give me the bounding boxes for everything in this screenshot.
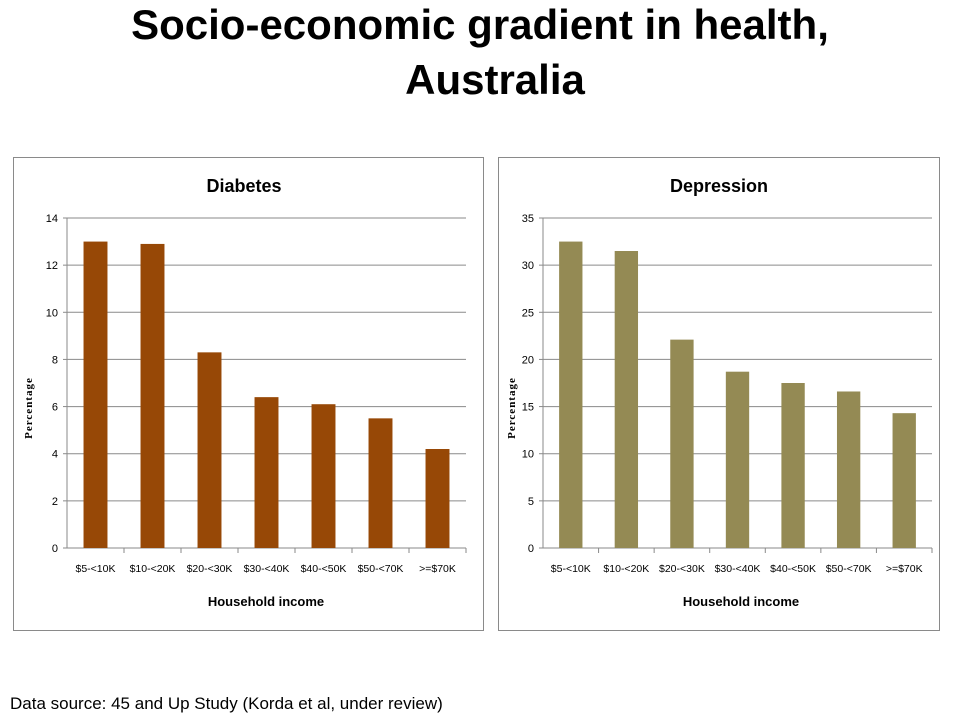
diabetes-bar [311, 404, 336, 548]
diabetes-chart-svg: Diabetes 0 2 4 6 8 10 12 14 $5-<10K $10-<20K $20-<3… [23, 176, 467, 609]
depression-chart: Depression 0 5 10 15 20 25 30 35 $5-<10K $10-<20K $… [498, 157, 940, 631]
depression-y-tick-label: 25 [522, 307, 534, 319]
slide-title: Socio-economic gradient in health, Austr… [0, 0, 960, 110]
depression-y-tick-label: 30 [522, 260, 534, 272]
diabetes-bar [140, 243, 165, 548]
depression-chart-svg: Depression 0 5 10 15 20 25 30 35 $5-<10K $10-<20K $… [506, 176, 933, 609]
depression-x-tick-label: $40-<50K [770, 563, 816, 575]
diabetes-bar [83, 241, 108, 549]
depression-x-tick-label: $50-<70K [826, 563, 872, 575]
diabetes-chart-title: Diabetes [206, 176, 281, 196]
depression-y-tick-label: 35 [522, 213, 534, 225]
depression-chart-title: Depression [670, 176, 768, 196]
depression-y-tick-label: 5 [528, 496, 534, 508]
depression-y-tick-label: 0 [528, 543, 534, 555]
diabetes-y-tick-label: 14 [46, 213, 58, 225]
depression-bar [614, 251, 639, 548]
depression-x-tick-label: $20-<30K [659, 563, 705, 575]
depression-y-axis-label: Percentage [506, 377, 518, 439]
diabetes-x-tick-label: $20-<30K [187, 563, 233, 575]
diabetes-bar [197, 352, 222, 548]
diabetes-y-tick-label: 4 [52, 449, 58, 461]
depression-bar [781, 383, 805, 548]
depression-bar [892, 413, 916, 548]
diabetes-x-axis-label: Household income [208, 594, 324, 609]
depression-y-tick-label: 20 [522, 354, 534, 366]
diabetes-x-tick-label: $50-<70K [358, 563, 404, 575]
depression-x-tick-label: $5-<10K [551, 563, 591, 575]
diabetes-x-tick-label: $30-<40K [244, 563, 290, 575]
slide-title-line-2: Australia [405, 56, 585, 103]
diabetes-y-tick-label: 6 [52, 402, 58, 414]
diabetes-bar [368, 418, 393, 548]
diabetes-x-tick-label: >=$70K [419, 563, 456, 575]
depression-y-tick-label: 10 [522, 449, 534, 461]
diabetes-x-tick-label: $40-<50K [301, 563, 347, 575]
depression-bar [559, 241, 583, 549]
depression-bar [836, 391, 861, 548]
slide-title-line-1: Socio-economic gradient in health, [131, 1, 829, 48]
diabetes-y-axis-label: Percentage [23, 377, 35, 439]
diabetes-y-tick-label: 0 [52, 543, 58, 555]
depression-x-tick-label: $10-<20K [603, 563, 649, 575]
depression-y-tick-label: 15 [522, 402, 534, 414]
diabetes-bar [254, 397, 279, 548]
depression-x-tick-label: >=$70K [886, 563, 923, 575]
diabetes-y-tick-label: 8 [52, 354, 58, 366]
diabetes-x-tick-label: $5-<10K [76, 563, 116, 575]
depression-x-tick-label: $30-<40K [715, 563, 761, 575]
diabetes-x-tick-label: $10-<20K [130, 563, 176, 575]
depression-x-axis-label: Household income [683, 594, 799, 609]
data-source-footnote: Data source: 45 and Up Study (Korda et a… [10, 694, 443, 713]
depression-bar [725, 371, 750, 548]
diabetes-chart: Diabetes 0 2 4 6 8 10 12 14 $5-<10K $10-<20K $20-<3… [13, 157, 484, 631]
diabetes-y-tick-label: 2 [52, 496, 58, 508]
diabetes-y-tick-label: 12 [46, 260, 58, 272]
diabetes-bar [425, 449, 450, 548]
depression-bar [670, 339, 694, 548]
diabetes-y-tick-label: 10 [46, 307, 58, 319]
